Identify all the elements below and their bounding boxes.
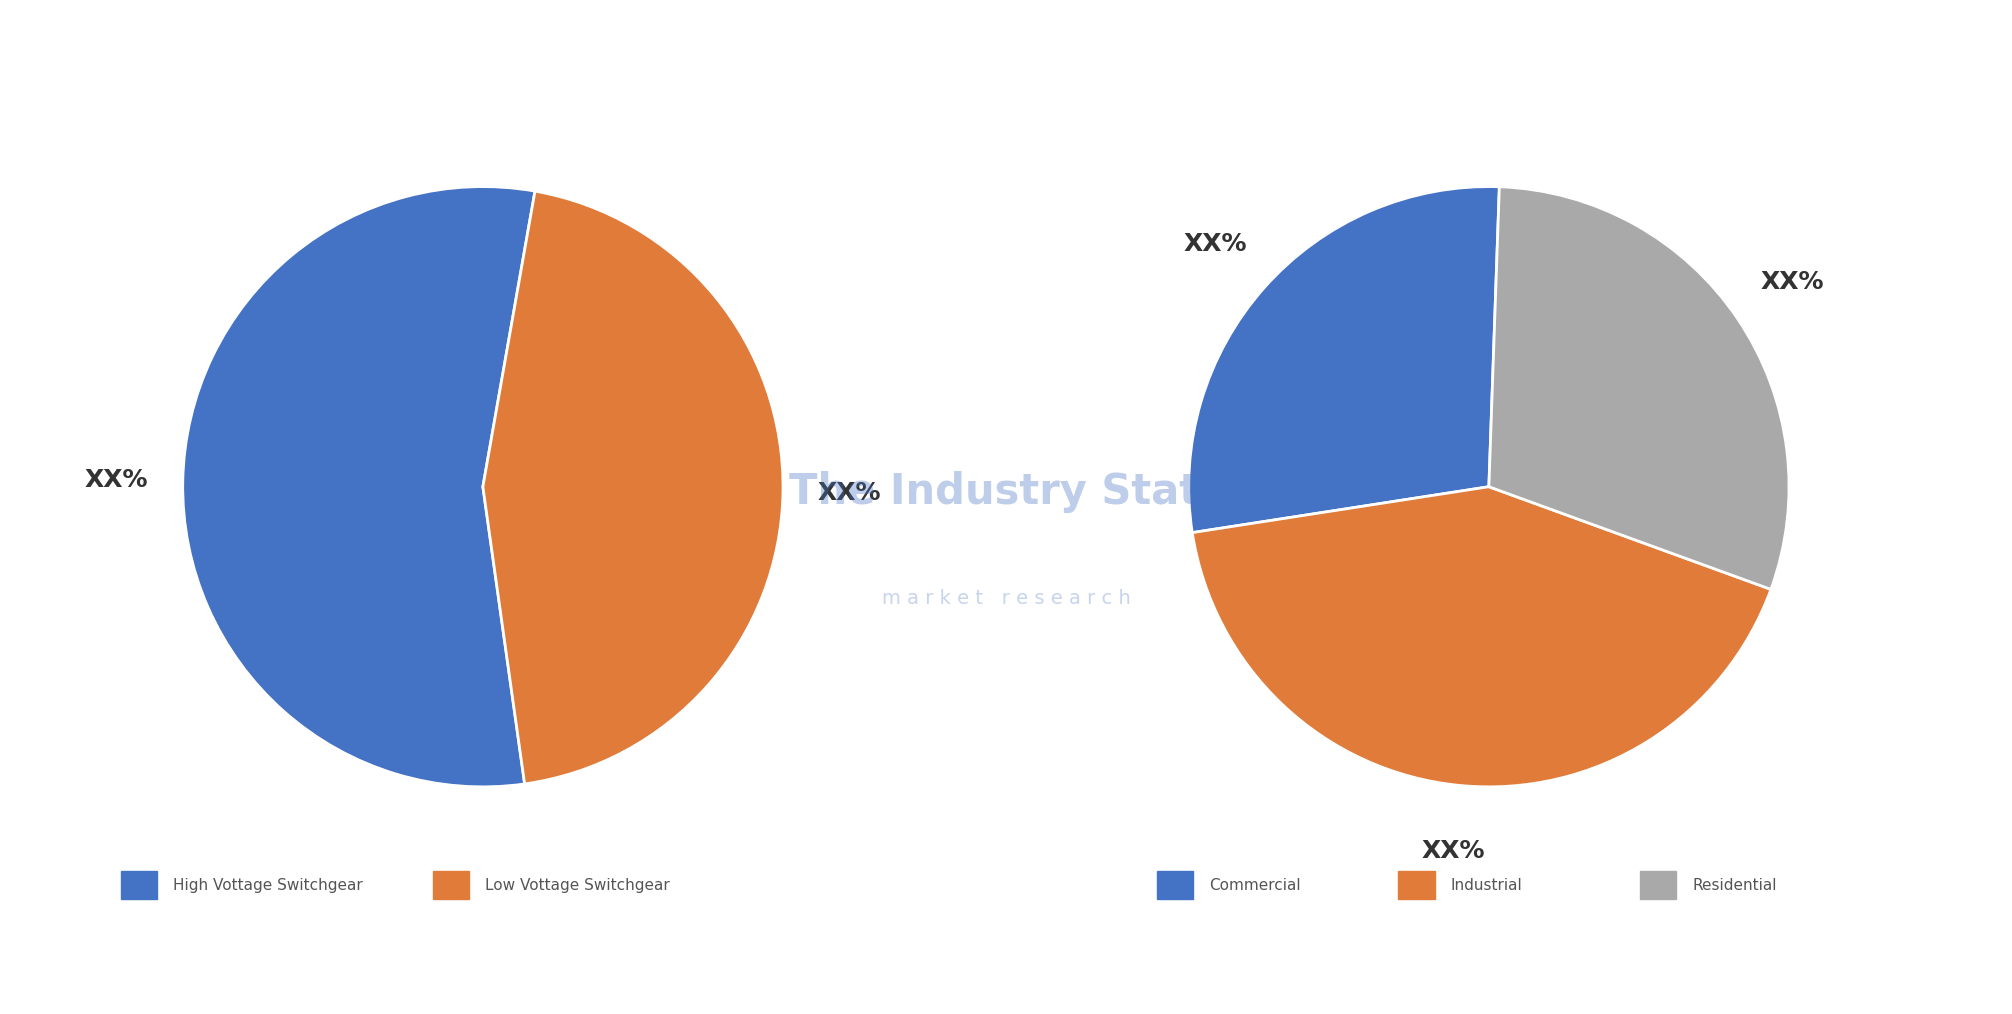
Text: High Vottage Switchgear: High Vottage Switchgear <box>173 878 362 892</box>
Text: m a r k e t   r e s e a r c h: m a r k e t r e s e a r c h <box>881 589 1131 607</box>
Wedge shape <box>1189 187 1499 532</box>
Wedge shape <box>183 187 535 787</box>
Text: Website: www.theindustrystats.com: Website: www.theindustrystats.com <box>1652 967 1992 985</box>
Bar <box>433 871 469 899</box>
Wedge shape <box>1193 487 1771 787</box>
Text: XX%: XX% <box>1183 231 1247 256</box>
Bar <box>1398 871 1435 899</box>
Wedge shape <box>1489 187 1789 589</box>
Text: XX%: XX% <box>1420 840 1485 863</box>
Text: Source: Theindustrystats Analysis: Source: Theindustrystats Analysis <box>20 967 340 985</box>
Wedge shape <box>483 191 783 784</box>
Text: The Industry Stats: The Industry Stats <box>789 470 1223 513</box>
Text: XX%: XX% <box>817 481 881 505</box>
Text: Residential: Residential <box>1692 878 1777 892</box>
Bar <box>121 871 157 899</box>
Text: Industrial: Industrial <box>1451 878 1523 892</box>
Text: Commercial: Commercial <box>1209 878 1302 892</box>
Bar <box>1157 871 1193 899</box>
Text: XX%: XX% <box>85 468 149 493</box>
Text: XX%: XX% <box>1760 270 1825 294</box>
Text: Email: sales@theindustrystats.com: Email: sales@theindustrystats.com <box>841 967 1171 985</box>
Text: Low Vottage Switchgear: Low Vottage Switchgear <box>485 878 670 892</box>
Bar <box>1640 871 1676 899</box>
Text: Fig. Global Underground Distribution Switchgear Market Share by Product Types & : Fig. Global Underground Distribution Swi… <box>24 45 1364 69</box>
